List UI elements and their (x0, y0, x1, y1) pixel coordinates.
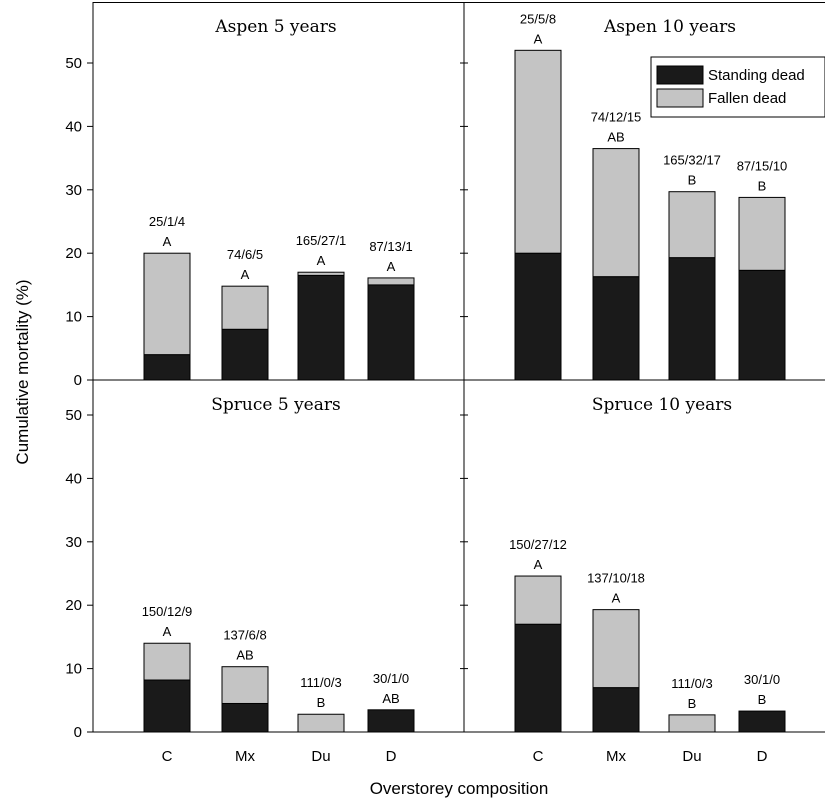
bar-fallen-dead (221, 666, 269, 704)
y-axis-title: Cumulative mortality (%) (13, 279, 32, 464)
x-tick-label: Mx (235, 748, 255, 765)
y-tick-label: 20 (65, 245, 82, 262)
bar-standing-dead (592, 687, 640, 733)
count-annotation: 150/27/12 (509, 537, 567, 552)
bar-standing-dead (738, 269, 786, 381)
significance-letter: A (163, 234, 172, 249)
bar-fallen-dead (592, 148, 640, 278)
count-annotation: 74/12/15 (591, 110, 642, 125)
bar-standing-dead (668, 257, 716, 381)
panel-title: Aspen 5 years (214, 17, 336, 37)
count-annotation: 87/15/10 (737, 158, 788, 173)
count-annotation: 25/5/8 (520, 11, 556, 26)
count-annotation: 111/0/3 (671, 676, 712, 691)
count-annotation: 137/10/18 (587, 571, 645, 586)
y-tick-label: 30 (65, 182, 82, 199)
count-annotation: 111/0/3 (300, 675, 341, 690)
bar-fallen-dead (668, 191, 716, 259)
count-annotation: 150/12/9 (142, 604, 193, 619)
count-annotation: 137/6/8 (223, 628, 266, 643)
y-tick-label: 0 (74, 724, 82, 741)
significance-letter: AB (382, 691, 399, 706)
significance-letter: B (688, 696, 697, 711)
significance-letter: A (317, 253, 326, 268)
panel-title: Aspen 10 years (603, 17, 736, 37)
bar-fallen-dead (143, 252, 191, 356)
x-tick-label: Du (682, 748, 701, 765)
count-annotation: 87/13/1 (369, 239, 412, 254)
bar-fallen-dead (143, 642, 191, 681)
y-tick-label: 50 (65, 55, 82, 72)
significance-letter: B (758, 692, 767, 707)
count-annotation: 25/1/4 (149, 214, 185, 229)
y-tick-label: 30 (65, 534, 82, 551)
panel-title: Spruce 5 years (211, 395, 340, 415)
significance-letter: A (163, 624, 172, 639)
legend-swatch-fallen (656, 88, 704, 108)
y-tick-label: 40 (65, 118, 82, 135)
significance-letter: A (534, 31, 543, 46)
x-tick-label: D (757, 748, 768, 765)
significance-letter: A (534, 557, 543, 572)
bar-standing-dead (367, 284, 415, 381)
bar-standing-dead (143, 354, 191, 381)
legend-swatch-standing (656, 65, 704, 85)
bar-fallen-dead (297, 713, 345, 733)
bar-fallen-dead (592, 609, 640, 689)
significance-letter: AB (607, 130, 624, 145)
x-axis-title: Overstorey composition (370, 779, 549, 798)
panel-title: Spruce 10 years (592, 395, 732, 415)
significance-letter: B (688, 173, 697, 188)
count-annotation: 30/1/0 (744, 672, 780, 687)
bar-fallen-dead (221, 285, 269, 330)
legend-label-fallen: Fallen dead (708, 90, 786, 107)
y-tick-label: 10 (65, 309, 82, 326)
y-tick-label: 50 (65, 407, 82, 424)
legend-label-standing: Standing dead (708, 67, 805, 84)
bar-standing-dead (221, 702, 269, 733)
x-tick-label: Mx (606, 748, 626, 765)
bar-fallen-dead (738, 196, 786, 271)
y-tick-label: 20 (65, 597, 82, 614)
bar-fallen-dead (514, 49, 562, 254)
y-tick-label: 0 (74, 372, 82, 389)
significance-letter: B (317, 695, 326, 710)
bar-standing-dead (367, 709, 415, 733)
bar-standing-dead (592, 276, 640, 381)
count-annotation: 165/32/17 (663, 153, 721, 168)
bar-fallen-dead (297, 271, 345, 276)
count-annotation: 165/27/1 (296, 233, 347, 248)
count-annotation: 74/6/5 (227, 247, 263, 262)
bar-standing-dead (221, 328, 269, 381)
bar-standing-dead (143, 679, 191, 733)
bar-standing-dead (514, 623, 562, 733)
significance-letter: A (241, 267, 250, 282)
significance-letter: A (387, 259, 396, 274)
x-tick-label: Du (311, 748, 330, 765)
bar-fallen-dead (514, 575, 562, 625)
y-tick-label: 10 (65, 661, 82, 678)
significance-letter: B (758, 178, 767, 193)
bar-standing-dead (738, 710, 786, 733)
y-tick-label: 40 (65, 470, 82, 487)
x-tick-label: C (533, 748, 544, 765)
bar-standing-dead (514, 252, 562, 381)
x-tick-label: D (386, 748, 397, 765)
x-tick-label: C (162, 748, 173, 765)
significance-letter: AB (236, 648, 253, 663)
significance-letter: A (612, 591, 621, 606)
bar-fallen-dead (367, 277, 415, 286)
bar-standing-dead (297, 274, 345, 381)
bar-fallen-dead (668, 714, 716, 733)
count-annotation: 30/1/0 (373, 671, 409, 686)
